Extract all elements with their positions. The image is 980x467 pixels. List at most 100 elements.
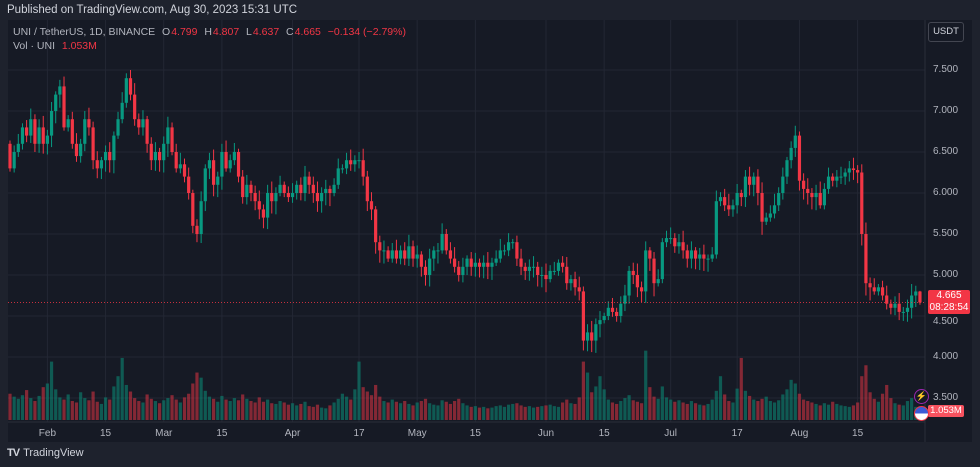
volume-bar xyxy=(12,396,16,420)
candle-body xyxy=(79,143,83,157)
candle-body xyxy=(415,254,419,259)
tradingview-logo-icon[interactable]: TV xyxy=(7,447,20,459)
volume-bar xyxy=(731,402,735,420)
volume-bar xyxy=(457,398,461,420)
volume-bar xyxy=(718,376,723,420)
open-label: O xyxy=(162,26,171,38)
candle-body xyxy=(369,201,374,210)
volume-bar xyxy=(781,394,785,420)
candle-body xyxy=(340,168,344,170)
volume-bar xyxy=(810,402,814,420)
volume-bar xyxy=(482,406,486,420)
candle-body xyxy=(473,262,477,267)
volume-bar xyxy=(536,406,540,420)
volume-bar xyxy=(619,401,623,420)
candle-body xyxy=(211,160,216,185)
volume-bar xyxy=(893,403,897,420)
us-flag-event-icon[interactable] xyxy=(914,406,929,421)
volume-bar xyxy=(108,399,112,420)
volume-bar xyxy=(486,408,490,420)
volume-bar xyxy=(477,407,482,420)
high-label: H xyxy=(204,26,212,38)
bar-countdown: 08:28:54 xyxy=(929,301,969,313)
volume-bar xyxy=(723,394,727,420)
volume-bar xyxy=(332,402,336,420)
candle-body xyxy=(324,188,328,193)
candle-body xyxy=(270,193,274,202)
lightning-event-icon[interactable]: ⚡ xyxy=(914,389,929,404)
volume-bar xyxy=(357,361,361,420)
ohlc-row: UNI / TetherUS, 1D, BINANCE O4.799 H4.80… xyxy=(13,25,407,39)
volume-bar xyxy=(627,395,631,420)
candle-body xyxy=(910,295,914,308)
tradingview-logo-text[interactable]: TradingView xyxy=(23,447,84,459)
volume-bar xyxy=(515,403,519,420)
candle-body xyxy=(706,258,710,260)
candle-body xyxy=(482,262,486,267)
candle-body xyxy=(544,275,548,280)
volume-bar xyxy=(577,397,581,420)
candle-body xyxy=(249,184,253,193)
volume-bar xyxy=(802,399,806,420)
candle-body xyxy=(639,287,644,292)
currency-button[interactable]: USDT xyxy=(928,22,964,42)
candle-body xyxy=(793,135,797,148)
candle-body xyxy=(822,188,826,206)
candle-body xyxy=(25,127,29,136)
candle-body xyxy=(62,86,66,128)
candle-body xyxy=(685,250,689,259)
candle-body xyxy=(889,303,893,308)
volume-bar xyxy=(166,398,170,420)
symbol-label[interactable]: UNI / TetherUS, 1D, BINANCE xyxy=(13,26,156,38)
price-tick-label: 4.000 xyxy=(933,351,959,362)
volume-bar xyxy=(702,405,706,420)
volume-bar xyxy=(739,357,743,420)
time-tick-label: 15 xyxy=(216,428,228,439)
volume-label[interactable]: Vol · UNI xyxy=(13,40,56,52)
volume-bar xyxy=(615,403,619,420)
candle-body xyxy=(515,242,519,259)
volume-bar xyxy=(261,401,266,420)
time-tick-label: 15 xyxy=(598,428,610,439)
volume-bar xyxy=(590,392,594,420)
volume-bar xyxy=(531,407,536,420)
volume-bar xyxy=(544,405,548,420)
volume-bar xyxy=(681,402,685,420)
chart-panel[interactable] xyxy=(8,20,972,442)
candle-body xyxy=(486,262,490,267)
candle-body xyxy=(619,303,623,316)
volume-bar xyxy=(905,401,910,420)
volume-bar xyxy=(33,401,37,420)
candle-body xyxy=(365,176,369,202)
volume-bar xyxy=(436,405,440,420)
candle-body xyxy=(145,119,149,144)
candle-body xyxy=(689,250,694,259)
close-label: C xyxy=(286,26,294,38)
volume-bar xyxy=(216,401,220,420)
candle-body xyxy=(698,254,702,259)
candle-body xyxy=(278,184,282,193)
candle-body xyxy=(407,246,411,259)
candle-body xyxy=(461,266,465,275)
change-value: −0.134 (−2.79%) xyxy=(327,26,406,38)
volume-bar xyxy=(83,398,87,420)
candle-body xyxy=(174,152,178,169)
volume-row: Vol · UNI 1.053M xyxy=(13,39,407,53)
volume-bar xyxy=(764,396,768,420)
candle-body xyxy=(880,287,885,296)
candle-body xyxy=(457,266,461,275)
volume-bar xyxy=(777,400,781,420)
volume-bar xyxy=(498,405,502,420)
time-tick-label: 17 xyxy=(353,428,365,439)
candle-body xyxy=(835,176,839,181)
candle-body xyxy=(398,250,403,259)
volume-bar xyxy=(236,400,241,420)
volume-bar xyxy=(444,401,448,420)
volume-bar xyxy=(45,383,49,420)
candle-body xyxy=(66,119,70,128)
volume-bar xyxy=(353,389,357,420)
volume-bar xyxy=(87,400,91,420)
volume-bar xyxy=(743,390,748,420)
candle-body xyxy=(735,193,739,206)
